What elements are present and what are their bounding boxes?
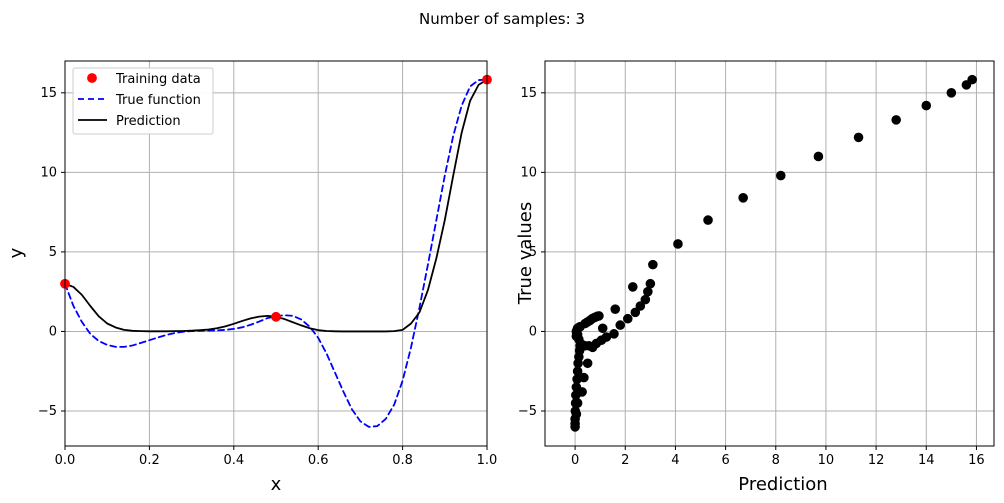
left-x-tick-label: 1.0 xyxy=(477,453,498,468)
legend-box xyxy=(72,67,214,135)
left-y-tick-label: 0 xyxy=(49,324,57,339)
scatter-point xyxy=(627,282,638,292)
scatter-point xyxy=(946,88,957,98)
scatter-point xyxy=(582,358,593,369)
right-y-tick-label: −5 xyxy=(518,404,537,419)
left-y-axis-label: y xyxy=(6,247,27,258)
scatter-point xyxy=(594,311,604,321)
left-y-tick-label: 5 xyxy=(49,245,57,260)
scatter-point xyxy=(577,387,587,397)
right-x-tick-label: 12 xyxy=(868,453,885,468)
scatter-point xyxy=(609,329,619,339)
scatter-point xyxy=(615,320,626,330)
right-x-tick-label: 4 xyxy=(671,453,679,468)
training-data-point xyxy=(271,311,281,322)
scatter-point xyxy=(610,304,621,314)
right-x-tick-label: 0 xyxy=(571,453,579,468)
scatter-point xyxy=(597,323,608,334)
right-chart-panel: 0 2 4 6 8 10 12 14 16 −5 0 5 10 15 Prediction True va… xyxy=(515,60,995,495)
scatter-point xyxy=(571,331,582,342)
right-axes-frame xyxy=(544,60,995,447)
right-x-axis-label: Prediction xyxy=(738,474,827,495)
left-y-tick-label: 15 xyxy=(40,86,57,101)
left-x-tick-label: 0.4 xyxy=(223,453,244,468)
right-y-tick-label: 10 xyxy=(520,165,537,180)
legend-label: Training data xyxy=(115,72,201,87)
right-y-tick-label: 15 xyxy=(520,86,537,101)
scatter-point xyxy=(648,259,658,270)
legend-label: Prediction xyxy=(116,114,181,129)
scatter-point xyxy=(891,115,901,125)
scatter-point xyxy=(813,151,824,162)
left-x-tick-label: 0.8 xyxy=(392,453,413,468)
left-axes-frame xyxy=(64,60,488,447)
left-y-tick-label: 10 xyxy=(40,165,57,180)
scatter-point xyxy=(640,294,651,305)
scatter-point xyxy=(921,100,932,111)
scatter-point xyxy=(967,74,977,85)
scatter-point xyxy=(643,286,653,297)
scatter-point xyxy=(673,239,683,249)
left-x-axis-label: x xyxy=(271,474,282,495)
scatter-point xyxy=(645,278,656,289)
right-x-tick-label: 10 xyxy=(818,453,835,468)
right-y-tick-label: 5 xyxy=(529,245,537,260)
scatter-point xyxy=(775,170,786,181)
left-y-tick-label: −5 xyxy=(38,404,57,419)
right-axes: 0 2 4 6 8 10 12 14 16 −5 0 5 10 15 xyxy=(518,60,995,468)
scatter-point xyxy=(703,215,713,225)
right-y-axis-label: True values xyxy=(515,202,536,306)
scatter-point xyxy=(579,372,589,383)
left-x-tick-label: 0.6 xyxy=(308,453,329,468)
right-x-tick-label: 8 xyxy=(772,453,780,468)
left-x-tick-label: 0.0 xyxy=(55,453,76,468)
right-x-tick-label: 14 xyxy=(918,453,935,468)
left-chart-panel: 0.0 0.2 0.4 0.6 0.8 1.0 −5 0 5 10 15 Training data… xyxy=(6,60,498,495)
left-x-tick-label: 0.2 xyxy=(139,453,160,468)
left-legend: Training data True function Prediction xyxy=(72,67,214,135)
scatter-point xyxy=(635,301,646,311)
right-x-tick-label: 2 xyxy=(621,453,629,468)
left-axes: 0.0 0.2 0.4 0.6 0.8 1.0 −5 0 5 10 15 xyxy=(38,60,498,468)
scatter-point xyxy=(572,398,583,408)
legend-label: True function xyxy=(115,93,201,108)
legend-marker-training-data xyxy=(87,73,97,83)
right-series-layer xyxy=(570,74,977,432)
scatter-point xyxy=(853,132,864,143)
scatter-point xyxy=(738,193,748,203)
scatter-point xyxy=(630,307,641,318)
right-grid xyxy=(545,61,994,446)
right-x-tick-label: 16 xyxy=(968,453,985,468)
figure-suptitle: Number of samples: 3 xyxy=(419,10,585,28)
right-y-tick-label: 0 xyxy=(529,324,537,339)
right-plot-area xyxy=(545,61,994,446)
right-x-tick-label: 6 xyxy=(721,453,729,468)
scatter-point xyxy=(622,313,633,324)
scatter-point xyxy=(571,409,582,419)
